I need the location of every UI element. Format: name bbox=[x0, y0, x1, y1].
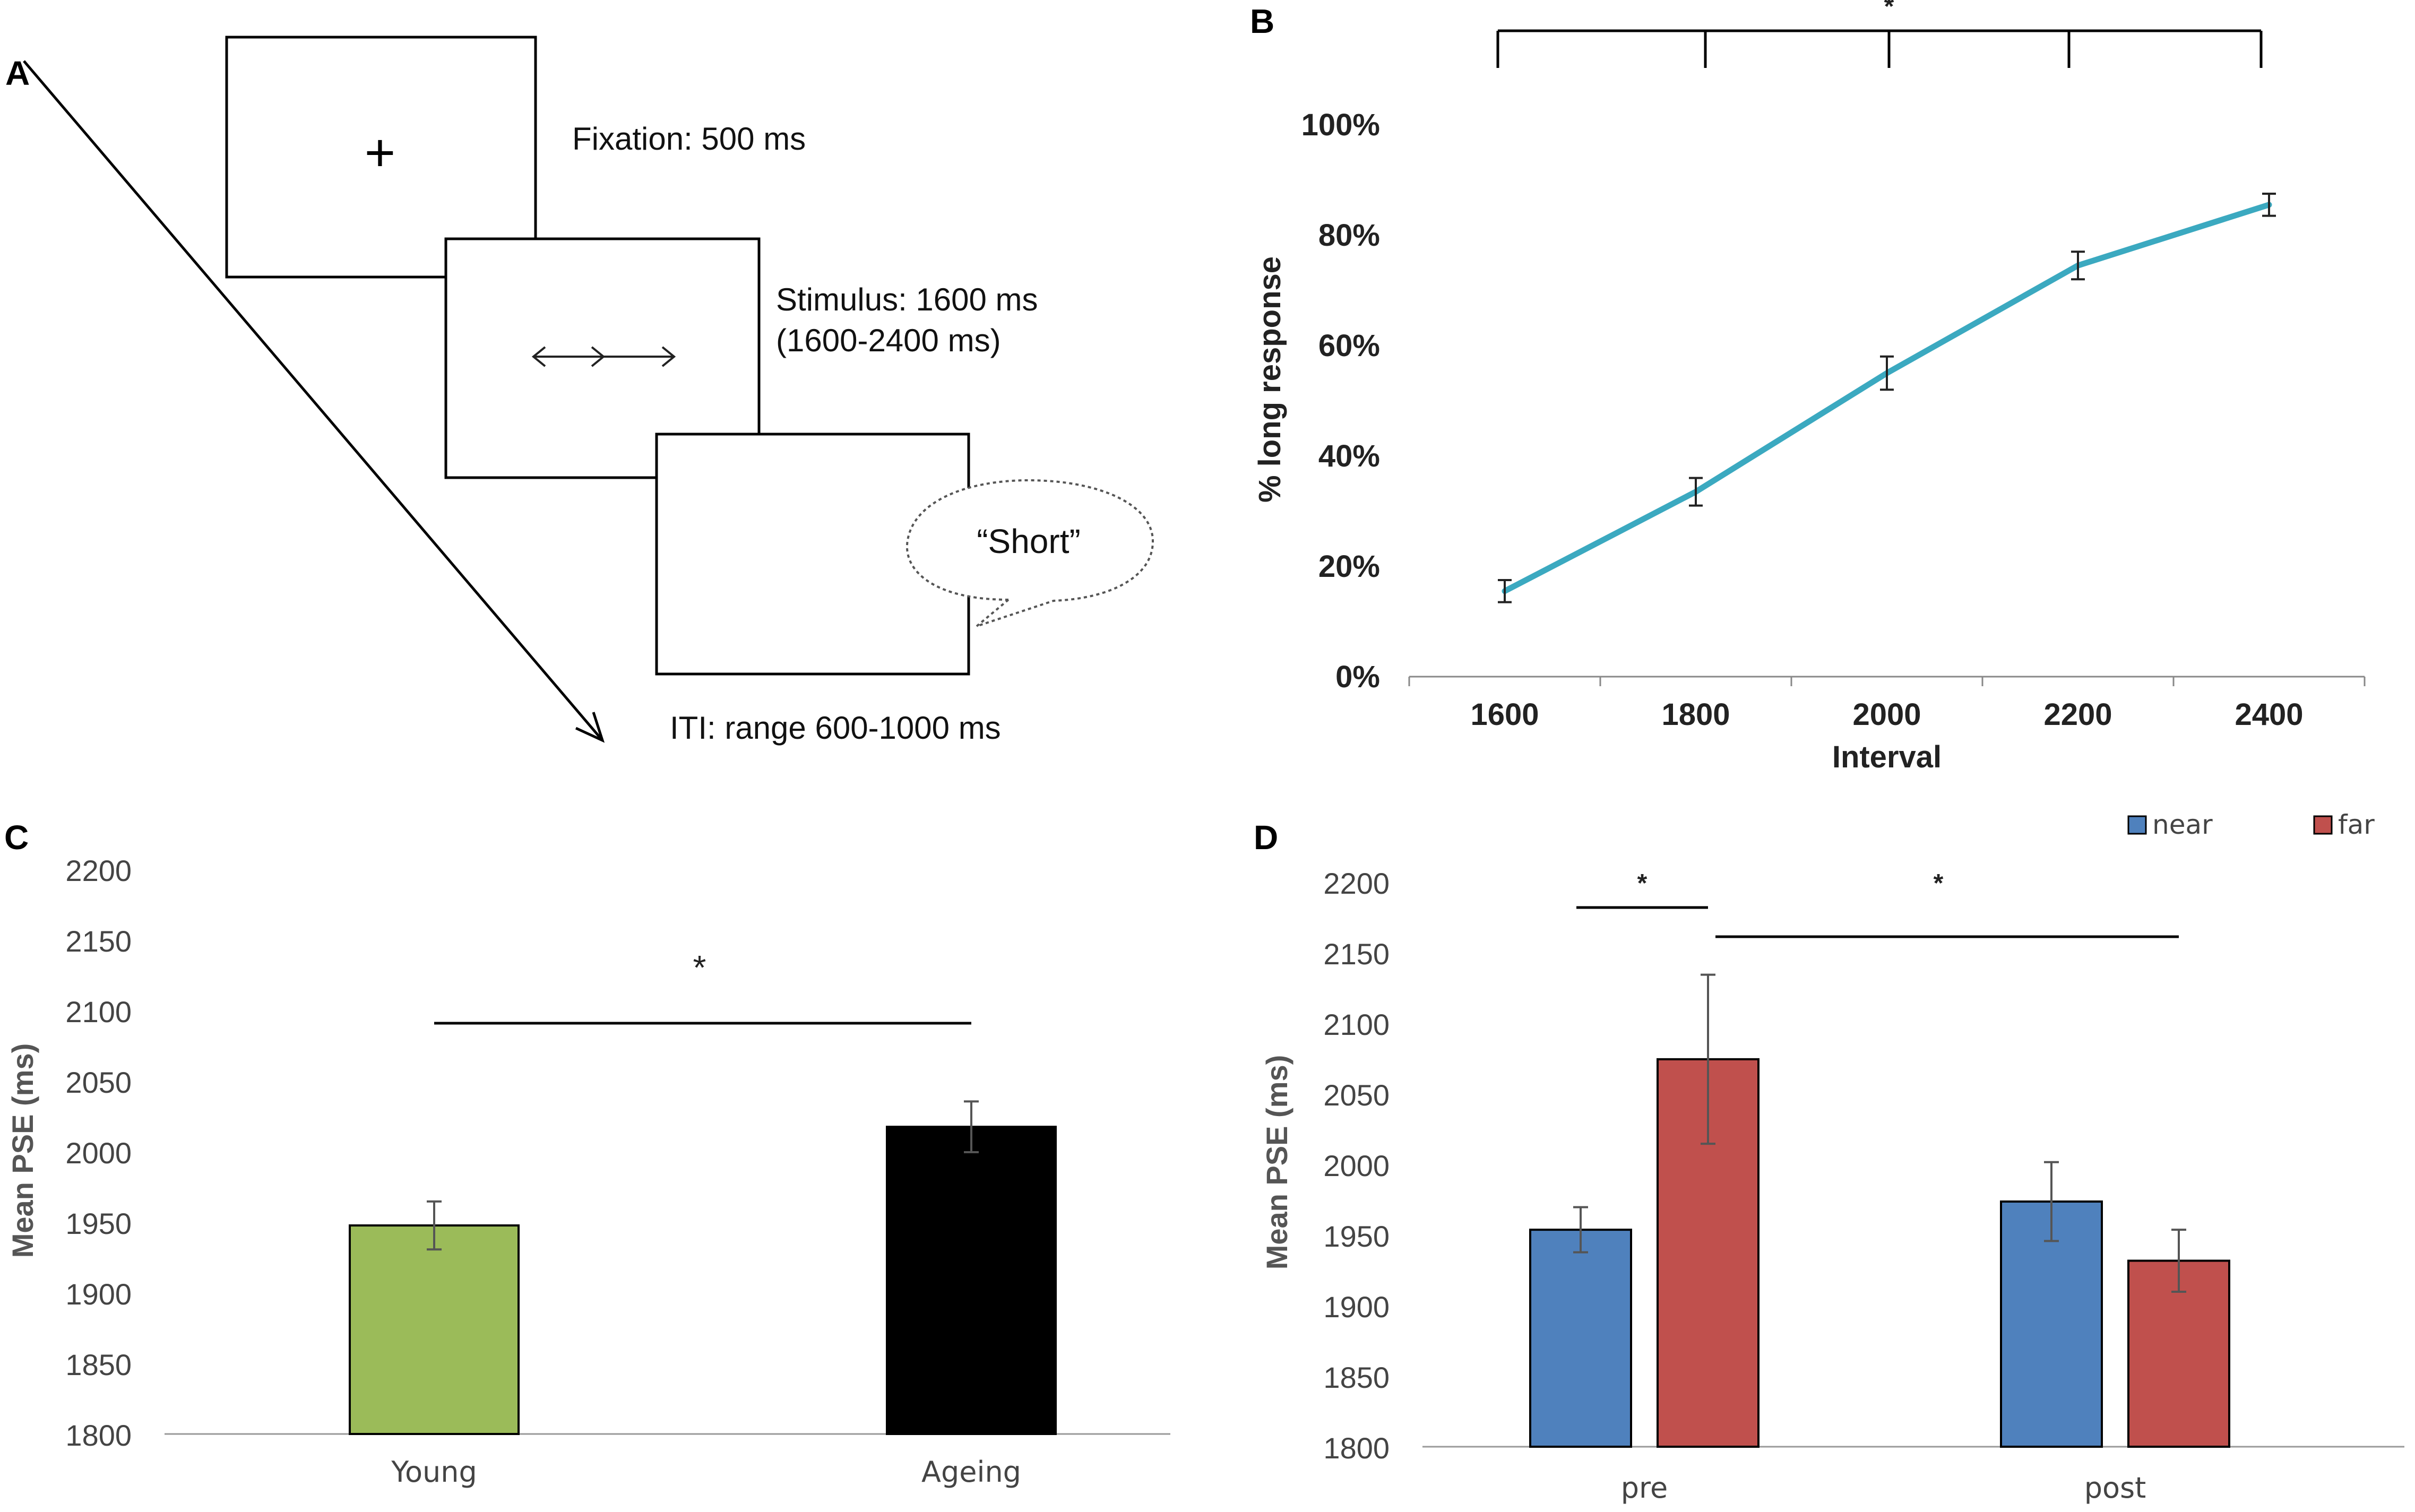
fixation-screen bbox=[225, 36, 537, 279]
y-tick-label: 80% bbox=[1318, 218, 1380, 253]
y-tick-label: 1950 bbox=[65, 1207, 132, 1240]
y-tick-label: 1950 bbox=[1323, 1220, 1390, 1253]
x-tick-label: 2200 bbox=[2043, 697, 2112, 732]
bars-c bbox=[349, 1100, 1057, 1436]
bar-near bbox=[2000, 1200, 2103, 1448]
stimulus-label-line2: (1600-2400 ms) bbox=[776, 323, 1001, 358]
panel-label-b: B bbox=[1250, 2, 1274, 40]
x-tick-label: 2000 bbox=[1852, 697, 1921, 732]
fixation-label: Fixation: 500 ms bbox=[572, 121, 806, 157]
y-tick-label: 2100 bbox=[1323, 1008, 1390, 1041]
y-axis-title-d: Mean PSE (ms) bbox=[1260, 1055, 1293, 1270]
panel-label-a: A bbox=[5, 54, 30, 92]
fixation-cross: + bbox=[365, 123, 395, 183]
y-tick-label: 2050 bbox=[65, 1066, 132, 1099]
panel-b: B * 0% 20% 40% 60% 80% 100% 1600 1800 bbox=[1250, 0, 2366, 774]
y-tick-label: 2200 bbox=[1323, 867, 1390, 900]
y-tick-label: 2050 bbox=[1323, 1078, 1390, 1112]
legend-d: near far bbox=[2127, 809, 2375, 840]
y-tick-label: 2000 bbox=[65, 1136, 132, 1170]
x-axis-ticks-b bbox=[1408, 677, 2366, 686]
y-tick-label: 1800 bbox=[1323, 1431, 1390, 1465]
y-tick-label: 2150 bbox=[1323, 937, 1390, 971]
bar-near bbox=[1529, 1229, 1632, 1448]
y-tick-label: 100% bbox=[1301, 108, 1380, 142]
time-arrow bbox=[23, 60, 603, 741]
x-tick-label: post bbox=[2084, 1471, 2146, 1505]
data-line bbox=[1502, 202, 2272, 594]
panel-c: C 1800 1850 1900 1950 2000 2050 2100 215… bbox=[4, 818, 1170, 1489]
y-axis-title-c: Mean PSE (ms) bbox=[6, 1043, 39, 1258]
y-axis-title-b: % long response bbox=[1253, 256, 1287, 503]
muller-lyer-stimulus bbox=[531, 346, 676, 367]
iti-label: ITI: range 600-1000 ms bbox=[670, 710, 1001, 746]
legend-label-near: near bbox=[2152, 809, 2213, 840]
y-tick-label: 20% bbox=[1318, 549, 1380, 584]
significance-star-d2: * bbox=[1934, 869, 1944, 897]
time-arrow-head bbox=[575, 712, 605, 743]
y-tick-label: 0% bbox=[1335, 660, 1380, 694]
x-axis-title-b: Interval bbox=[1832, 740, 1942, 774]
legend-swatch-far bbox=[2313, 815, 2333, 835]
stimulus-label-line1: Stimulus: 1600 ms bbox=[776, 282, 1038, 317]
x-tick-label: Young bbox=[391, 1455, 477, 1489]
y-tick-label: 1900 bbox=[65, 1277, 132, 1311]
speech-bubble bbox=[905, 479, 1154, 627]
x-tick-label: 1800 bbox=[1661, 697, 1730, 732]
y-tick-label: 60% bbox=[1318, 329, 1380, 363]
significance-bracket-b bbox=[1496, 29, 2263, 68]
legend-swatch-near bbox=[2127, 815, 2147, 835]
legend-label-far: far bbox=[2338, 809, 2375, 840]
y-tick-label: 40% bbox=[1318, 439, 1380, 473]
panel-label-c: C bbox=[4, 818, 29, 857]
x-tick-label: 1600 bbox=[1470, 697, 1539, 732]
x-tick-label: Ageing bbox=[921, 1455, 1021, 1489]
line-series-b bbox=[1498, 193, 2276, 603]
significance-star-c: * bbox=[693, 948, 706, 987]
x-tick-label: 2400 bbox=[2235, 697, 2303, 732]
y-tick-label: 2150 bbox=[65, 925, 132, 958]
significance-star-b: * bbox=[1884, 0, 1894, 21]
bar bbox=[349, 1224, 520, 1436]
response-text: “Short” bbox=[977, 522, 1081, 560]
y-tick-label: 1900 bbox=[1323, 1290, 1390, 1324]
y-tick-label: 1850 bbox=[65, 1348, 132, 1381]
y-tick-label: 1850 bbox=[1323, 1361, 1390, 1394]
panel-label-d: D bbox=[1254, 818, 1278, 857]
panel-a: A + Fixation: 500 ms Stimulus: 1600 ms (… bbox=[5, 36, 1154, 746]
y-tick-label: 2000 bbox=[1323, 1149, 1390, 1182]
panel-d: D near far 1800 1850 1900 1950 2000 2050… bbox=[1254, 809, 2404, 1505]
y-tick-label: 2200 bbox=[65, 854, 132, 887]
significance-star-d1: * bbox=[1637, 869, 1648, 897]
bar bbox=[886, 1126, 1057, 1435]
x-tick-label: pre bbox=[1621, 1471, 1668, 1505]
y-tick-label: 2100 bbox=[65, 995, 132, 1029]
y-tick-label: 1800 bbox=[65, 1419, 132, 1452]
bars-d bbox=[1529, 973, 2230, 1448]
